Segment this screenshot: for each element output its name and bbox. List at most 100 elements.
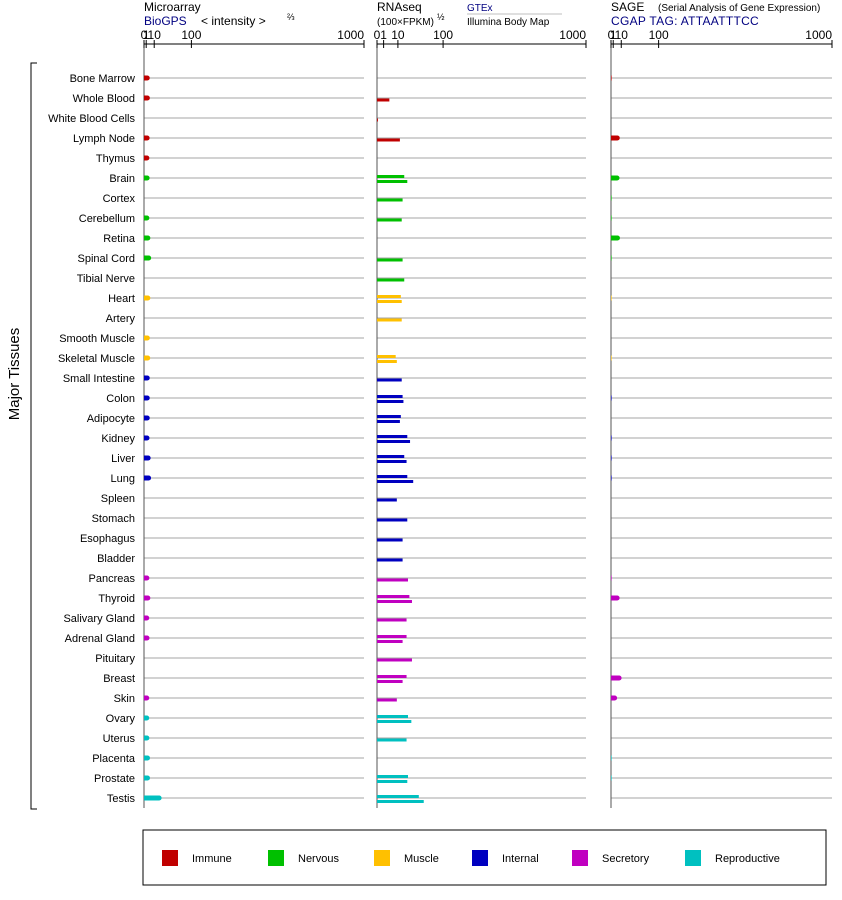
expression-bar: [377, 795, 419, 798]
expression-bar-end: [144, 755, 150, 761]
expression-bar: [611, 395, 612, 401]
expression-bar: [377, 775, 408, 778]
legend-label: Internal: [502, 853, 539, 865]
expression-bar-end: [144, 95, 150, 101]
tissue-label: Breast: [103, 673, 135, 685]
expression-bar: [377, 295, 401, 298]
expression-bar: [611, 475, 612, 481]
tissue-label: Pancreas: [89, 573, 136, 585]
expression-bar: [611, 215, 612, 221]
expression-bar-end: [144, 575, 150, 581]
tissue-label: Lymph Node: [73, 133, 135, 145]
tissue-label: Stomach: [92, 513, 135, 525]
expression-bar: [377, 175, 405, 178]
expression-bar: [377, 640, 403, 643]
expression-bar-end: [144, 175, 150, 181]
expression-bar: [377, 658, 412, 662]
expression-bar: [377, 738, 407, 742]
expression-bar-end: [144, 735, 150, 741]
expression-bar: [377, 198, 403, 202]
panel-title-sage: SAGE: [611, 0, 644, 14]
tissue-label: Liver: [111, 453, 135, 465]
expression-bar: [611, 675, 620, 681]
expression-bar: [377, 698, 397, 702]
x-tick-label: 100: [433, 28, 453, 42]
expression-bar: [377, 720, 412, 723]
legend-label: Reproductive: [715, 853, 780, 865]
expression-bar: [377, 420, 400, 423]
legend-swatch: [268, 850, 284, 866]
expression-bar: [611, 575, 612, 581]
expression-bar: [377, 360, 397, 363]
panel-unit-exponent-rnaseq: ½: [437, 12, 445, 22]
tissue-label: Bone Marrow: [70, 73, 135, 85]
tissue-label: Adipocyte: [87, 413, 135, 425]
x-tick-label: 0: [608, 28, 615, 42]
expression-bar: [377, 578, 408, 582]
expression-bar: [377, 460, 407, 463]
tissue-label: Tibial Nerve: [77, 273, 135, 285]
panel-unit-exponent-microarray: ⅔: [287, 12, 295, 22]
expression-bar: [611, 775, 612, 781]
legend-swatch: [162, 850, 178, 866]
panel-source-illumina: Illumina Body Map: [467, 17, 550, 28]
expression-bar: [611, 235, 618, 241]
expression-bar-end: [614, 175, 620, 181]
expression-bar: [377, 415, 401, 418]
tissue-label: Brain: [109, 173, 135, 185]
expression-bar: [144, 795, 160, 801]
expression-bar-end: [145, 595, 151, 601]
tissue-label: Whole Blood: [73, 93, 135, 105]
tissue-label: Ovary: [106, 713, 136, 725]
panel-title-note-sage: (Serial Analysis of Gene Expression): [658, 3, 820, 14]
tissue-label: Bladder: [97, 553, 135, 565]
tissue-label: Uterus: [103, 733, 136, 745]
panel-source-sage: CGAP TAG: ATTAATTTCC: [611, 14, 759, 28]
expression-bar-end: [144, 415, 150, 421]
expression-bar-end: [146, 255, 152, 261]
expression-bar: [611, 255, 612, 261]
expression-bar: [611, 595, 618, 601]
legend-label: Muscle: [404, 853, 439, 865]
legend-label: Secretory: [602, 853, 650, 865]
expression-bar: [377, 378, 402, 382]
expression-bar-end: [144, 715, 150, 721]
expression-bar: [611, 755, 612, 761]
expression-bar-end: [144, 155, 150, 161]
expression-bar-end: [144, 615, 150, 621]
expression-bar: [611, 195, 612, 201]
expression-bar-end: [144, 375, 150, 381]
expression-bar: [611, 435, 612, 441]
tissue-label: Salivary Gland: [63, 613, 135, 625]
tissue-label: Testis: [107, 793, 136, 805]
legend-swatch: [572, 850, 588, 866]
expression-bar-end: [144, 135, 150, 141]
tissue-label: Skeletal Muscle: [58, 353, 135, 365]
x-tick-label: 10: [148, 28, 162, 42]
legend-swatch: [472, 850, 488, 866]
legend-swatch: [685, 850, 701, 866]
x-tick-label: 0: [374, 28, 381, 42]
x-tick-label: 1000: [337, 28, 364, 42]
expression-bar: [377, 355, 396, 358]
expression-bar: [611, 295, 612, 301]
expression-bar: [611, 75, 612, 81]
expression-bar-end: [144, 775, 150, 781]
expression-bar: [377, 400, 404, 403]
tissue-label: Colon: [106, 393, 135, 405]
x-tick-label: 10: [391, 28, 405, 42]
expression-bar-end: [145, 295, 151, 301]
tissue-label: Thyroid: [98, 593, 135, 605]
expression-bar: [611, 355, 612, 361]
expression-bar-end: [144, 395, 150, 401]
x-tick-label: 1: [143, 28, 150, 42]
expression-bar: [377, 395, 403, 398]
expression-bar-end: [614, 135, 620, 141]
expression-bar: [377, 180, 408, 183]
y-group-label: Major Tissues: [6, 328, 23, 421]
expression-bar-end: [612, 695, 618, 701]
tissue-label: Kidney: [101, 433, 135, 445]
expression-bar: [377, 680, 403, 683]
expression-bar: [377, 455, 405, 458]
